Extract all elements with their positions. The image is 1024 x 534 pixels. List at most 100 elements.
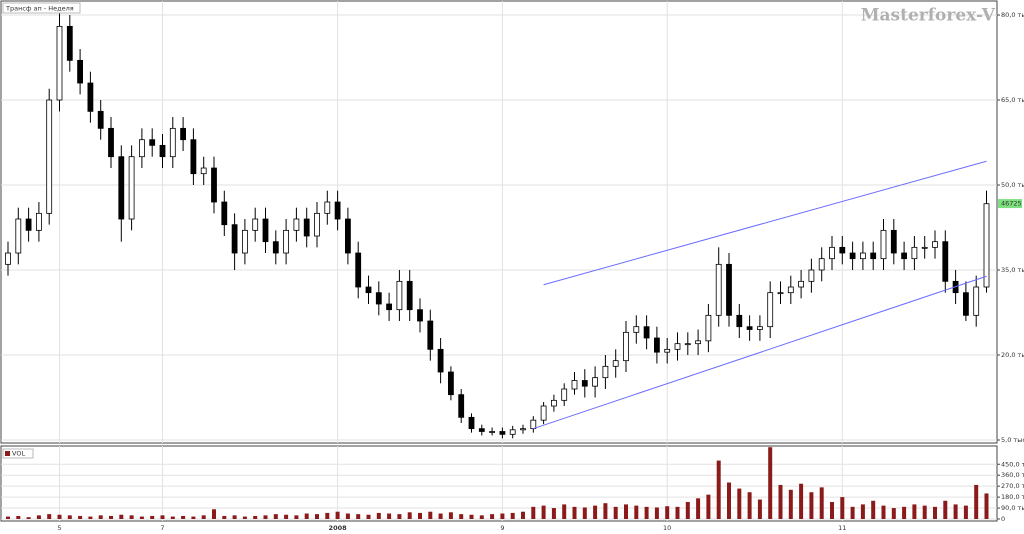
volume-bar [6,516,10,519]
volume-bar [830,501,834,519]
volume-bar [242,516,247,519]
volume-bar [335,511,340,519]
volume-bar [562,504,567,519]
x-tick-label: 9 [500,524,504,532]
candle-body [375,292,382,305]
candle-body [571,380,578,390]
volume-bar [325,512,330,519]
volume-bar [747,492,752,519]
volume-bar [943,500,948,519]
marks [5,3,990,519]
volume-bar [809,492,814,519]
volume-bar [469,514,474,519]
candle-body [746,326,753,330]
volume-bar [799,483,804,519]
candle-body [77,59,83,84]
candle-body [252,218,259,231]
volume-bar [593,505,598,519]
volume-bar [418,512,422,519]
volume-bar [201,515,206,519]
last-price-label: 46725 [1001,200,1022,208]
candle-body [983,203,990,288]
volume-bar [727,482,731,519]
volume-legend-label: VOL [12,450,25,458]
volume-bar [345,513,350,519]
volume-bar [129,515,134,519]
volume-bar [881,505,886,519]
volume-bar [438,513,443,519]
candle-body [159,144,166,158]
candle-body [56,25,63,101]
candle-body [808,269,815,282]
candle-body [932,241,938,248]
volume-bar [819,487,824,519]
candle-body [427,320,434,350]
y-tick-label: 450,0 тыс. [1001,460,1024,468]
volume-bar [953,504,958,519]
candle-body [890,229,897,254]
volume-bar [26,517,31,519]
volume-bar [582,507,587,519]
candle-body [97,110,104,129]
volume-bar [654,507,659,519]
volume-bar [109,515,113,519]
candle-body [25,218,32,231]
candle-body [355,252,362,288]
candle-body [15,218,22,254]
candle-body [818,258,825,271]
candle-body [169,127,176,158]
candle-body [592,377,598,387]
volume-bar [603,503,608,519]
volume-bar [860,504,865,519]
candle-body [633,326,640,333]
candle-body [283,229,290,254]
x-tick-label: 7 [160,524,164,532]
volume-bar [407,512,412,519]
y-tick-label: 65,0 тыс. [1001,96,1024,104]
candle-body [643,326,650,339]
candle-body [87,82,94,112]
candle-body [880,229,887,260]
candle-body [200,167,207,175]
volume-bar [716,460,721,519]
volume-bar [768,447,773,519]
candle-body [324,201,331,214]
volume-bar [963,505,968,519]
watermark: Masterforex-V [861,6,996,26]
volume-bar [181,515,186,519]
volume-bar [88,516,93,519]
candle-body [386,303,393,311]
candle-body [66,25,73,61]
volume-bar [922,505,927,519]
candle-body [180,127,187,141]
volume-bar [644,506,649,519]
volume-bar [490,514,495,519]
volume-bar [984,493,989,519]
candle-body [623,331,629,362]
x-tick-label: 11 [838,524,846,532]
volume-bar [397,514,402,519]
candle-body [705,314,712,342]
trend-line [533,275,987,430]
candle-body [798,280,804,288]
candle-body [581,380,588,387]
candle-body [149,139,156,146]
candle-body [921,246,928,249]
candle-body [602,365,609,379]
volume-bar [36,515,41,519]
volume-bar [974,484,979,519]
volume-bar [253,515,258,519]
candle-body [211,167,217,203]
candle-body [128,156,135,220]
candle-body [973,286,980,316]
volume-bar [284,514,289,519]
candle-body [901,252,907,260]
volume-bar [757,499,762,519]
candle-body [190,139,197,175]
volume-bar [788,489,793,519]
volume-bar [67,515,72,519]
volume-bar [191,516,196,519]
volume-panel [0,445,998,522]
volume-bar [500,513,505,519]
candle-body [911,246,918,260]
